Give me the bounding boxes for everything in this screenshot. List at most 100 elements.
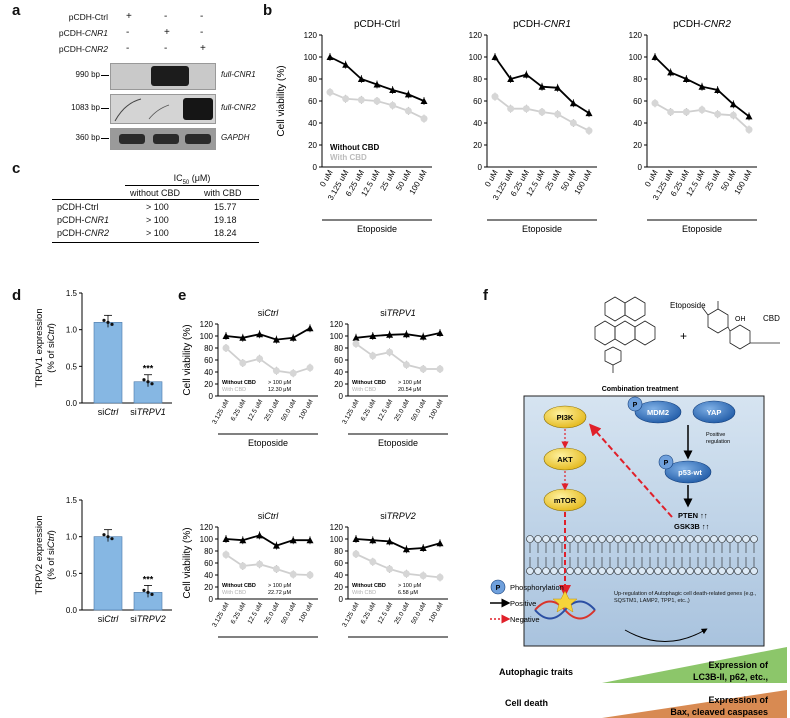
ic50-without-value: > 100 bbox=[146, 202, 169, 212]
point-with bbox=[389, 101, 397, 109]
point-without bbox=[222, 332, 230, 339]
legend-without: Without CBD bbox=[330, 143, 379, 152]
gene-label-3: GAPDH bbox=[221, 133, 250, 142]
lipid-head bbox=[718, 535, 726, 543]
point-without bbox=[569, 99, 577, 107]
x-tick-label: 12.5 uM bbox=[247, 399, 265, 423]
y-tick-label: 20 bbox=[473, 141, 482, 150]
lipid-head bbox=[686, 535, 694, 543]
data-dot bbox=[110, 537, 114, 541]
y-tick-label: 0.0 bbox=[66, 399, 78, 408]
point-with bbox=[222, 344, 230, 352]
data-dot bbox=[142, 378, 146, 382]
y-tick-label: 60 bbox=[334, 356, 343, 365]
node-akt-label: AKT bbox=[557, 455, 573, 464]
x-category-label: siTRPV1 bbox=[130, 407, 166, 415]
point-with bbox=[404, 107, 412, 115]
sign-1-3: - bbox=[200, 11, 204, 22]
gel-cnr1 bbox=[110, 63, 216, 90]
data-dot bbox=[146, 590, 150, 594]
x-tick-label: 6.25 uM bbox=[230, 602, 248, 626]
lipid-head bbox=[542, 535, 550, 543]
y-tick-label: 20 bbox=[334, 380, 343, 389]
point-with bbox=[272, 565, 280, 573]
ic50-with: 12.30 μM bbox=[268, 387, 291, 393]
phospho-mdm2-label: P bbox=[633, 402, 638, 409]
point-without bbox=[419, 333, 427, 340]
y-axis-label-1: TRPV2 expression bbox=[34, 515, 45, 594]
x-tick-label: 3.125 uM bbox=[341, 399, 361, 426]
point-without bbox=[306, 324, 314, 332]
bar-1 bbox=[93, 322, 123, 404]
point-without bbox=[326, 53, 334, 60]
ic50-without: > 100 μM bbox=[398, 583, 422, 589]
lipid-head bbox=[614, 567, 622, 575]
point-without bbox=[369, 536, 377, 544]
ic50-with-value: 18.24 bbox=[214, 228, 237, 238]
y-tick-label: 80 bbox=[334, 547, 343, 556]
y-tick-label: 120 bbox=[200, 320, 214, 329]
point-without bbox=[538, 83, 546, 90]
sign-2-3: - bbox=[200, 27, 204, 38]
point-without bbox=[404, 90, 412, 98]
phospho-mdm2 bbox=[627, 396, 643, 412]
point-with bbox=[373, 97, 381, 105]
point-without bbox=[436, 539, 444, 547]
y-tick-label: 0.0 bbox=[66, 606, 78, 615]
bp-tick bbox=[101, 108, 109, 109]
point-with bbox=[419, 572, 427, 580]
series-line-without bbox=[355, 332, 441, 339]
point-with bbox=[369, 558, 377, 566]
lipid-head bbox=[630, 535, 638, 543]
x-group-label: Etoposide bbox=[378, 438, 418, 448]
point-without bbox=[682, 75, 690, 82]
point-without bbox=[714, 86, 722, 93]
point-with bbox=[651, 99, 659, 107]
etoposide-structure bbox=[594, 296, 656, 373]
x-tick-label: 6.25 uM bbox=[230, 399, 248, 423]
y-tick-label: 100 bbox=[304, 53, 318, 62]
node-mtor-label: mTOR bbox=[554, 496, 577, 505]
point-without bbox=[745, 112, 753, 120]
data-dot bbox=[106, 535, 110, 539]
y-tick-label: 120 bbox=[330, 320, 344, 329]
y-tick-label: 0 bbox=[339, 392, 344, 401]
x-tick-label: 100 uM bbox=[428, 602, 445, 624]
point-without bbox=[256, 330, 264, 338]
y-tick-label: 0 bbox=[478, 163, 483, 172]
chart-title: siTRPV1 bbox=[380, 308, 416, 318]
ic50-row-label: pCDH-CNR2 bbox=[57, 228, 110, 238]
lipid-head bbox=[670, 567, 678, 575]
ic50-row-label: pCDH-CNR1 bbox=[57, 215, 110, 225]
point-without bbox=[369, 332, 377, 339]
chart-trpv1-expression: 0.0 0.5 1.0 1.5 siCtrl siTRPV1 *** TRPV1 expres… bbox=[34, 289, 172, 415]
point-with bbox=[569, 119, 577, 127]
y-tick-label: 100 bbox=[200, 535, 214, 544]
x-tick-label: 6.25 uM bbox=[360, 602, 378, 626]
lipid-head bbox=[726, 535, 734, 543]
autophagic-traits-label: Autophagic traits bbox=[499, 667, 573, 677]
point-with bbox=[256, 355, 264, 363]
x-category-label: siTRPV2 bbox=[130, 614, 166, 624]
bp-label-2: 1083 bp bbox=[71, 103, 100, 112]
mechanism-diagram: Etoposide + OH CBD Combination treatment… bbox=[490, 296, 787, 718]
lipid-head bbox=[550, 535, 558, 543]
chart-trpv2-expression: 0.0 0.5 1.0 1.5 siCtrl siTRPV2 *** TRPV2 expres… bbox=[34, 496, 172, 624]
legend-without: Without CBD bbox=[222, 583, 256, 589]
bp-tick bbox=[101, 138, 109, 139]
point-with bbox=[326, 88, 334, 96]
y-tick-label: 20 bbox=[334, 583, 343, 592]
lipid-head bbox=[526, 535, 534, 543]
band-cnr2 bbox=[183, 98, 213, 120]
lipid-head bbox=[582, 567, 590, 575]
lipid-head bbox=[726, 567, 734, 575]
point-with bbox=[306, 571, 314, 579]
sign-2-1: - bbox=[126, 27, 130, 38]
lipid-head bbox=[646, 567, 654, 575]
lipid-head bbox=[678, 535, 686, 543]
autophagic-expr-2: LC3B-II, p62, etc., bbox=[693, 672, 768, 682]
legend-positive-label: Positive bbox=[510, 599, 536, 608]
data-dot bbox=[102, 533, 106, 537]
lipid-head bbox=[534, 535, 542, 543]
